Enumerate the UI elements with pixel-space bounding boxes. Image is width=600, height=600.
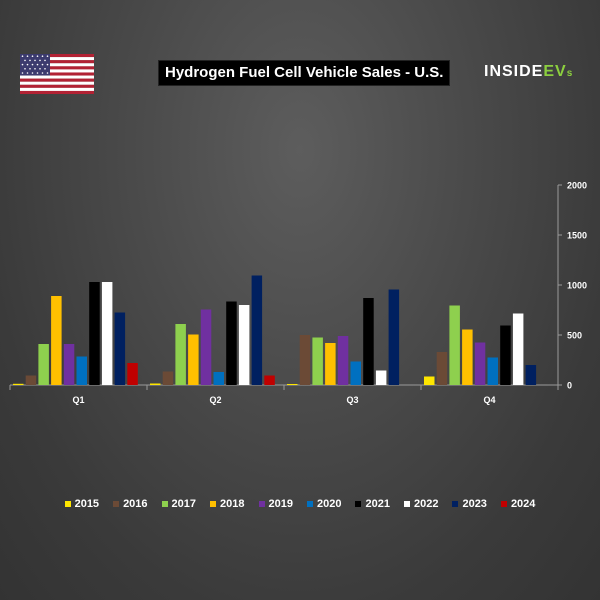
bar-2017-Q1 (38, 344, 49, 385)
legend-label: 2019 (268, 498, 293, 510)
bar-2015-Q3 (287, 384, 298, 385)
bar-2019-Q4 (474, 342, 486, 385)
legend-item-2015: 2015 (64, 498, 100, 510)
bar-2017-Q3 (312, 337, 323, 385)
x-category-label: Q4 (483, 395, 495, 405)
legend-swatch (161, 501, 168, 507)
legend-item-2018: 2018 (210, 498, 245, 510)
bar-2019-Q1 (63, 344, 75, 385)
bar-2021-Q2 (226, 301, 237, 385)
legend-item-2023: 2023 (452, 498, 487, 510)
bar-2021-Q1 (89, 282, 100, 385)
legend-label: 2015 (74, 498, 100, 510)
bar-2020-Q4 (487, 357, 498, 385)
x-category-label: Q2 (209, 395, 221, 405)
legend-label: 2023 (462, 498, 487, 510)
bar-2018-Q3 (325, 343, 336, 385)
bar-2021-Q3 (363, 298, 374, 385)
bar-2018-Q2 (188, 334, 199, 385)
bar-2017-Q4 (449, 305, 460, 385)
legend-label: 2017 (171, 498, 197, 510)
logo-text-s: s (566, 68, 573, 79)
legend-label: 2022 (413, 498, 439, 510)
chart-bars (13, 275, 537, 385)
legend-item-2021: 2021 (355, 498, 390, 510)
y-tick-label: 1500 (567, 231, 587, 241)
bar-2024-Q2 (264, 375, 275, 385)
legend-item-2016: 2016 (113, 498, 148, 510)
logo-text-ev: EV (543, 63, 567, 80)
legend-label: 2021 (365, 498, 390, 510)
bar-2017-Q2 (175, 324, 186, 385)
y-tick-label: 500 (567, 331, 582, 341)
bar-2023-Q1 (114, 312, 126, 385)
legend-swatch (258, 501, 265, 507)
y-axis-ticks: 0 500 1000 1500 2000 (558, 181, 587, 391)
bar-2022-Q1 (101, 282, 113, 385)
x-category-label: Q3 (346, 395, 358, 405)
chart-title: Hydrogen Fuel Cell Vehicle Sales - U.S. (158, 60, 451, 86)
y-tick-label: 1000 (567, 281, 587, 291)
bar-2020-Q3 (350, 361, 361, 385)
bar-2016-Q3 (299, 335, 311, 385)
bar-2021-Q4 (500, 325, 511, 385)
legend-swatch (403, 501, 410, 507)
bar-2023-Q4 (525, 365, 537, 385)
logo-text-main: INSIDE (484, 63, 544, 80)
bar-2024-Q1 (127, 363, 138, 385)
legend-label: 2020 (317, 498, 342, 510)
bar-2018-Q4 (462, 329, 473, 385)
legend-swatch (355, 501, 362, 507)
x-axis-categories: Q1 Q2 Q3 Q4 (72, 395, 495, 405)
legend-swatch (307, 501, 313, 507)
legend-label: 2018 (220, 498, 245, 510)
bar-2016-Q4 (436, 352, 448, 385)
bar-2019-Q2 (200, 309, 212, 385)
legend-item-2024: 2024 (500, 498, 536, 510)
bar-2020-Q1 (76, 356, 87, 385)
bar-2015-Q2 (150, 383, 161, 385)
legend-item-2020: 2020 (307, 498, 341, 510)
legend-label: 2016 (123, 498, 148, 510)
legend-swatch (64, 501, 71, 507)
legend-item-2019: 2019 (258, 498, 293, 510)
legend-item-2022: 2022 (403, 498, 439, 510)
legend-swatch (500, 501, 507, 507)
bar-2015-Q1 (13, 383, 24, 385)
bar-2020-Q2 (213, 372, 224, 385)
us-flag-icon (20, 54, 94, 94)
bar-2016-Q2 (162, 371, 174, 385)
legend-swatch (210, 501, 217, 507)
x-category-label: Q1 (72, 395, 84, 405)
bar-2018-Q1 (51, 296, 62, 385)
chart-legend: 2015 2016 2017 2018 2019 2020 2021 2022 2023 2024 (0, 498, 600, 510)
bar-2022-Q4 (512, 313, 524, 385)
bar-2015-Q4 (424, 376, 435, 385)
legend-swatch (452, 501, 459, 507)
legend-swatch (113, 501, 120, 507)
bar-2016-Q1 (25, 375, 37, 385)
bar-2019-Q3 (337, 336, 349, 385)
bar-2023-Q2 (251, 275, 263, 385)
insideevs-logo: INSIDEEVs (484, 63, 572, 81)
bar-2022-Q3 (375, 370, 387, 385)
y-tick-label: 0 (567, 381, 572, 391)
y-tick-label: 2000 (567, 181, 587, 191)
bar-2023-Q3 (388, 289, 400, 385)
legend-label: 2024 (510, 498, 536, 510)
legend-item-2017: 2017 (161, 498, 197, 510)
bar-2022-Q2 (238, 305, 250, 385)
